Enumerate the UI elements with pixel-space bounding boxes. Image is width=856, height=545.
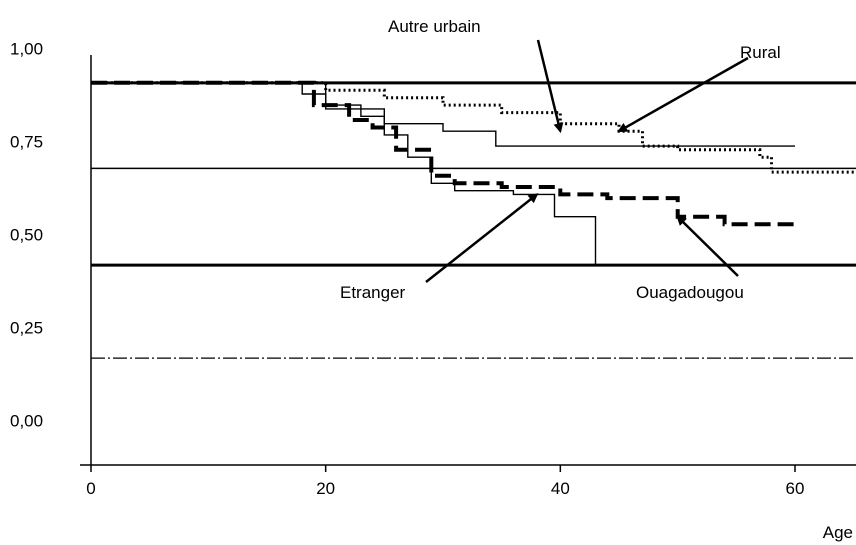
annotation-label: Etranger: [340, 283, 406, 302]
x-tick-label: 40: [551, 479, 570, 498]
series-ouagadougou: [91, 80, 795, 227]
annotation-label: Autre urbain: [388, 17, 481, 36]
series-autre-urbain: [91, 82, 795, 147]
series-group: [91, 80, 854, 266]
annotation-arrow: [676, 215, 739, 277]
x-tick-label: 60: [786, 479, 805, 498]
y-tick-label: 0,50: [10, 226, 43, 245]
x-axis-label: Age: [823, 523, 853, 542]
reference-lines: [91, 81, 856, 359]
y-tick-label: 0,75: [10, 133, 43, 152]
axis-ticks: 0 20 40 60 0,00 0,25 0,50 0,75 1,00: [10, 40, 804, 499]
series-etranger: [91, 82, 597, 266]
annotation-arrow: [617, 56, 749, 133]
annotation-label: Rural: [740, 43, 781, 62]
y-tick-label: 0,25: [10, 319, 43, 338]
y-tick-label: 0,00: [10, 412, 43, 431]
x-tick-label: 20: [316, 479, 335, 498]
annotation-arrow: [425, 193, 539, 283]
y-tick-label: 1,00: [10, 40, 43, 59]
x-tick-label: 0: [86, 479, 95, 498]
annotations: Autre urbain Rural Etranger Ouagadougou: [340, 17, 781, 302]
series-rural: [91, 81, 854, 174]
annotation-label: Ouagadougou: [636, 283, 744, 302]
annotation-arrow: [536, 39, 564, 134]
